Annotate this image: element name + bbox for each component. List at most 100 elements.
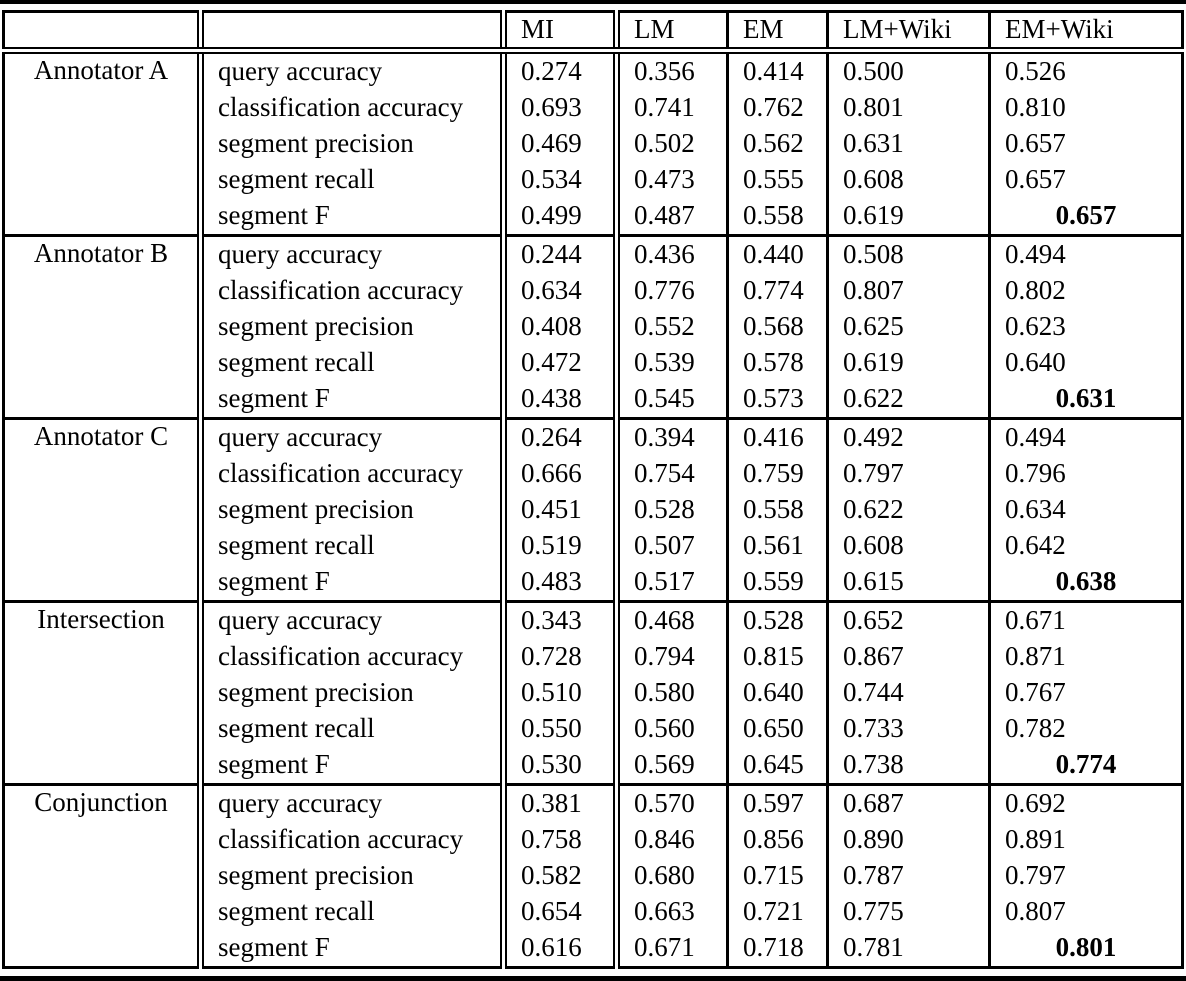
header-method-em-wiki: EM+Wiki	[988, 11, 1183, 54]
metric-cell: segment precision	[197, 125, 504, 162]
table-row: Annotator B query accuracy 0.244 0.436 0.440…	[4, 235, 1183, 273]
value-cell: 0.657	[988, 197, 1183, 236]
table-row: segment recall 0.550 0.560 0.650 0.733 0.782	[4, 710, 1183, 747]
value-cell: 0.871	[988, 638, 1183, 675]
value-cell: 0.438	[500, 380, 617, 419]
value-cell: 0.671	[988, 601, 1183, 639]
value-cell: 0.356	[613, 50, 728, 90]
value-cell: 0.468	[613, 601, 728, 639]
value-cell: 0.671	[613, 929, 728, 968]
table-row: segment precision 0.408 0.552 0.568 0.625 0.6…	[4, 308, 1183, 345]
value-cell: 0.728	[500, 638, 617, 675]
value-cell: 0.545	[613, 380, 728, 419]
table-row: segment recall 0.534 0.473 0.555 0.608 0.657	[4, 161, 1183, 198]
metric-cell: segment recall	[197, 710, 504, 747]
metric-cell: segment F	[197, 380, 504, 419]
value-cell: 0.741	[613, 89, 728, 126]
table-row: segment precision 0.510 0.580 0.640 0.744 0.7…	[4, 674, 1183, 711]
value-cell: 0.528	[726, 601, 828, 639]
value-cell: 0.634	[500, 272, 617, 309]
value-cell: 0.619	[826, 197, 990, 236]
value-cell: 0.758	[500, 821, 617, 858]
value-cell: 0.856	[726, 821, 828, 858]
table-header-row: MI LM EM LM+Wiki EM+Wiki	[3, 11, 1183, 54]
value-cell: 0.472	[500, 344, 617, 381]
value-cell: 0.891	[988, 821, 1183, 858]
value-cell: 0.774	[988, 746, 1183, 785]
metric-cell: segment precision	[197, 308, 504, 345]
value-cell: 0.782	[988, 710, 1183, 747]
value-cell: 0.890	[826, 821, 990, 858]
value-cell: 0.578	[726, 344, 828, 381]
value-cell: 0.640	[726, 674, 828, 711]
value-cell: 0.754	[613, 455, 728, 492]
group-annotator-c: Annotator C query accuracy 0.264 0.394 0.416…	[3, 418, 1183, 602]
header-method-lm: LM	[613, 11, 728, 54]
value-cell: 0.517	[613, 563, 728, 602]
value-cell: 0.619	[826, 344, 990, 381]
value-cell: 0.810	[988, 89, 1183, 126]
value-cell: 0.440	[726, 235, 828, 273]
value-cell: 0.767	[988, 674, 1183, 711]
value-cell: 0.638	[988, 563, 1183, 602]
value-cell: 0.631	[988, 380, 1183, 419]
value-cell: 0.550	[500, 710, 617, 747]
value-cell: 0.657	[988, 161, 1183, 198]
value-cell: 0.744	[826, 674, 990, 711]
value-cell: 0.582	[500, 857, 617, 894]
value-cell: 0.580	[613, 674, 728, 711]
value-cell: 0.640	[988, 344, 1183, 381]
table-row: segment recall 0.654 0.663 0.721 0.775 0.807	[4, 893, 1183, 930]
value-cell: 0.715	[726, 857, 828, 894]
value-cell: 0.244	[500, 235, 617, 273]
metric-cell: classification accuracy	[197, 89, 504, 126]
table-row: segment recall 0.472 0.539 0.578 0.619 0.640	[4, 344, 1183, 381]
header-metric-cell	[197, 11, 504, 54]
value-cell: 0.558	[726, 197, 828, 236]
value-cell: 0.530	[500, 746, 617, 785]
value-cell: 0.615	[826, 563, 990, 602]
header-method-em: EM	[726, 11, 828, 54]
value-cell: 0.528	[613, 491, 728, 528]
value-cell: 0.652	[826, 601, 990, 639]
group-label-cell: Annotator A	[33, 54, 169, 85]
group-label-cell: Annotator B	[33, 237, 169, 268]
value-cell: 0.775	[826, 893, 990, 930]
value-cell: 0.436	[613, 235, 728, 273]
value-cell: 0.526	[988, 50, 1183, 90]
value-cell: 0.499	[500, 197, 617, 236]
value-cell: 0.622	[826, 491, 990, 528]
table-row: segment F 0.530 0.569 0.645 0.738 0.774	[4, 746, 1183, 785]
value-cell: 0.508	[826, 235, 990, 273]
value-cell: 0.815	[726, 638, 828, 675]
value-cell: 0.539	[613, 344, 728, 381]
table-row: Conjunction query accuracy 0.381 0.570 0.597…	[4, 784, 1183, 822]
metric-cell: query accuracy	[197, 601, 504, 639]
value-cell: 0.608	[826, 161, 990, 198]
table-row: classification accuracy 0.666 0.754 0.759 0.…	[4, 455, 1183, 492]
value-cell: 0.802	[988, 272, 1183, 309]
table-row: segment F 0.438 0.545 0.573 0.622 0.631	[4, 380, 1183, 419]
metric-cell: classification accuracy	[197, 821, 504, 858]
group-label-cell: Intersection	[37, 603, 165, 634]
value-cell: 0.787	[826, 857, 990, 894]
value-cell: 0.502	[613, 125, 728, 162]
value-cell: 0.552	[613, 308, 728, 345]
value-cell: 0.555	[726, 161, 828, 198]
value-cell: 0.573	[726, 380, 828, 419]
group-intersection: Intersection query accuracy 0.343 0.468 0.52…	[3, 601, 1183, 785]
value-cell: 0.663	[613, 893, 728, 930]
value-cell: 0.738	[826, 746, 990, 785]
value-cell: 0.608	[826, 527, 990, 564]
value-cell: 0.650	[726, 710, 828, 747]
metric-cell: segment recall	[197, 527, 504, 564]
value-cell: 0.519	[500, 527, 617, 564]
value-cell: 0.469	[500, 125, 617, 162]
value-cell: 0.494	[988, 235, 1183, 273]
metric-cell: segment precision	[197, 857, 504, 894]
value-cell: 0.807	[988, 893, 1183, 930]
metric-cell: segment precision	[197, 491, 504, 528]
value-cell: 0.634	[988, 491, 1183, 528]
value-cell: 0.451	[500, 491, 617, 528]
